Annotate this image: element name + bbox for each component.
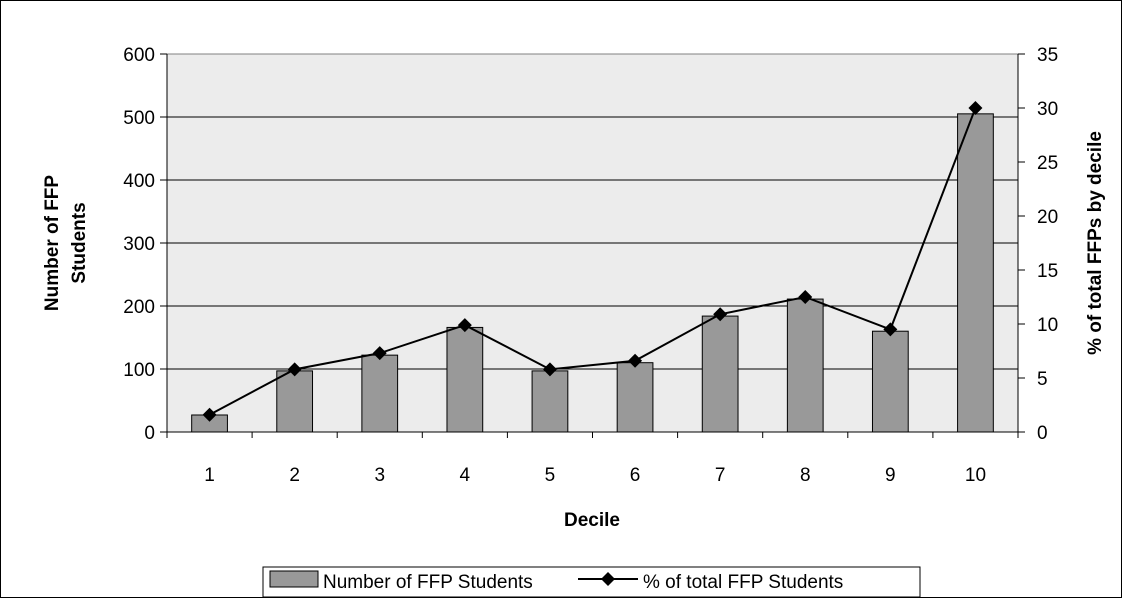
bar: [361, 354, 399, 433]
x-tick-label: 4: [460, 465, 471, 486]
series-line: [209, 107, 977, 416]
point-marker: [457, 318, 472, 333]
bar: [531, 370, 569, 433]
bar: [446, 326, 484, 433]
y-tick-label: 0: [144, 423, 155, 444]
y2-tick-label: 25: [1037, 153, 1058, 174]
x-tick-label: 1: [204, 465, 215, 486]
grid-lines: [167, 116, 1018, 370]
bar: [616, 362, 654, 433]
point-marker: [628, 353, 643, 368]
y2-tick-label: 30: [1037, 99, 1058, 120]
point-marker: [287, 362, 302, 377]
y-axis-title: Number of FFP Students: [42, 175, 90, 311]
y-tick-label: 400: [123, 171, 155, 192]
legend-diamond-marker: [601, 572, 615, 586]
bar-series: [191, 113, 994, 433]
y2-axis-title: % of total FFPs by decile: [1085, 131, 1106, 355]
y2-tick-label: 5: [1037, 369, 1048, 390]
point-marker: [713, 307, 728, 322]
x-tick-label: 2: [289, 465, 300, 486]
x-tick-label: 7: [715, 465, 726, 486]
y2-tick-label: 15: [1037, 261, 1058, 282]
bar: [871, 330, 909, 433]
y2-tick-label: 20: [1037, 207, 1058, 228]
bar: [786, 298, 824, 433]
point-marker: [883, 322, 898, 337]
x-tick-label: 8: [800, 465, 811, 486]
y-tick-label: 500: [123, 108, 155, 129]
legend-bar-label: Number of FFP Students: [323, 572, 533, 593]
x-tick-label: 6: [630, 465, 641, 486]
y2-tick-label: 0: [1037, 423, 1048, 444]
y2-tick-label: 10: [1037, 315, 1058, 336]
legend: Number of FFP Students % of total FFP St…: [262, 566, 921, 598]
x-tick-label: 10: [965, 465, 986, 486]
x-tick-label: 3: [374, 465, 385, 486]
y2-axis-title-text: % of total FFPs by decile: [1085, 131, 1106, 355]
legend-bar-swatch: [269, 570, 319, 588]
bar: [957, 113, 994, 433]
y-tick-label: 300: [123, 234, 155, 255]
legend-box: [262, 566, 921, 598]
x-axis-title: Decile: [564, 510, 620, 531]
y2-tick-label: 35: [1037, 45, 1058, 66]
bar: [701, 315, 739, 433]
y-tick-label: 600: [123, 45, 155, 66]
y-axis-title-line-2: Students: [69, 202, 90, 283]
y-tick-label: 100: [123, 360, 155, 381]
y-axis-title-line-1: Number of FFP: [42, 175, 63, 311]
line-series: [202, 101, 983, 422]
legend-line-label: % of total FFP Students: [643, 572, 843, 593]
point-marker: [968, 101, 983, 115]
point-marker: [202, 407, 217, 422]
y-tick-label: 200: [123, 297, 155, 318]
x-tick-label: 9: [885, 465, 896, 486]
bar: [276, 370, 314, 433]
axes: [160, 53, 1025, 438]
point-marker: [542, 362, 557, 377]
point-marker: [372, 346, 387, 361]
x-tick-label: 5: [545, 465, 556, 486]
tick-labels: 0 100 200 300 400 500 600 0 5 10 15 20 25 30 35 1 2 3 4 5 6 7…: [123, 45, 1058, 486]
point-marker: [798, 290, 813, 304]
